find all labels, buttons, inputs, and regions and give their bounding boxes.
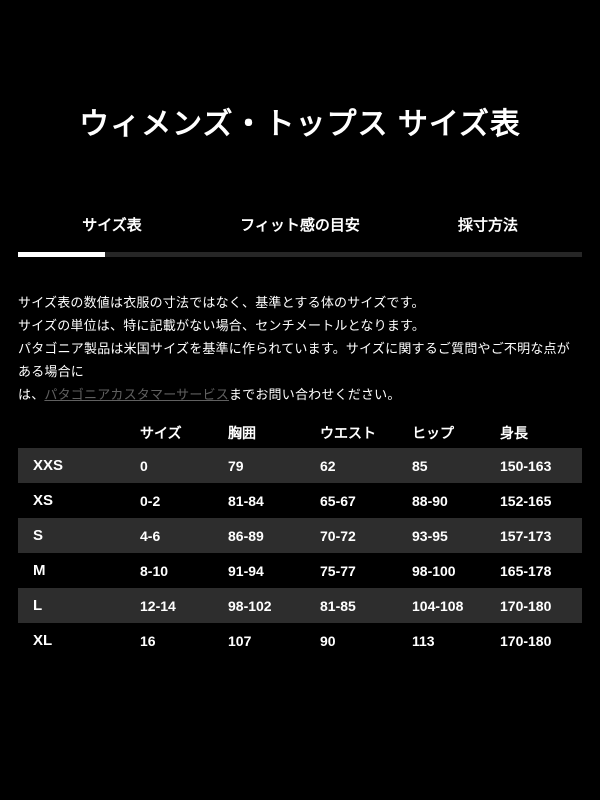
size-chart-content: ウィメンズ・トップス サイズ表 サイズ表 フィット感の目安 採寸方法 サイズ表の… [18,108,582,658]
table-row-xs: XS 0-2 81-84 65-67 88-90 152-165 [18,483,582,518]
header-cell-waist: ウエスト [320,425,376,441]
cell-hip: 93-95 [412,527,448,544]
row-label: L [33,597,43,614]
row-label: M [33,562,46,579]
size-table-header-row: サイズ 胸囲 ウエスト ヒップ 身長 [18,418,582,448]
tab-indicator-track [18,252,582,257]
header-cell-hip: ヒップ [412,425,454,441]
cell-hip: 85 [412,457,428,474]
cell-waist: 62 [320,457,336,474]
cell-size: 8-10 [140,562,169,579]
row-label: XXS [33,457,64,474]
cell-height: 157-173 [500,527,552,544]
cell-height: 150-163 [500,457,552,474]
table-row-s: S 4-6 86-89 70-72 93-95 157-173 [18,518,582,553]
table-row-m: M 8-10 91-94 75-77 98-100 165-178 [18,553,582,588]
note-line-1: サイズ表の数値は衣服の寸法ではなく、基準とする体のサイズです。 [18,295,425,310]
cell-waist: 65-67 [320,492,356,509]
note-line-4: は、パタゴニアカスタマーサービスまでお問い合わせください。 [18,383,582,406]
cell-chest: 107 [228,632,252,649]
table-row-xl: XL 16 107 90 113 170-180 [18,623,582,658]
cell-size: 0 [140,457,148,474]
cell-height: 152-165 [500,492,552,509]
cell-height: 165-178 [500,562,552,579]
cell-size: 16 [140,632,156,649]
tab-bar: サイズ表 フィット感の目安 採寸方法 [18,208,582,240]
tab-indicator-active [18,252,105,257]
cell-waist: 81-85 [320,597,356,614]
cell-waist: 70-72 [320,527,356,544]
cell-size: 12-14 [140,597,176,614]
cell-hip: 98-100 [412,562,456,579]
cell-chest: 81-84 [228,492,264,509]
tab-measuring-method[interactable]: 採寸方法 [457,216,518,234]
cell-chest: 91-94 [228,562,264,579]
note-line-3: パタゴニア製品は米国サイズを基準に作られています。サイズに関するご質問やご不明な… [18,341,570,379]
row-label: XS [33,492,54,509]
note-line-4-prefix: は、 [18,387,45,402]
cell-chest: 79 [228,457,244,474]
header-cell-height: 身長 [500,425,528,441]
page-title: ウィメンズ・トップス サイズ表 [79,108,521,141]
customer-service-link[interactable]: パタゴニアカスタマーサービス [44,387,229,402]
header-cell-chest: 胸囲 [228,425,256,441]
size-notes: サイズ表の数値は衣服の寸法ではなく、基準とする体のサイズです。 サイズの単位は、… [18,291,582,406]
cell-height: 170-180 [500,632,552,649]
table-row-l: L 12-14 98-102 81-85 104-108 170-180 [18,588,582,623]
cell-size: 4-6 [140,527,161,544]
cell-chest: 98-102 [228,597,272,614]
row-label: XL [33,632,53,649]
cell-size: 0-2 [140,492,161,509]
cell-chest: 86-89 [228,527,264,544]
tab-size-chart[interactable]: サイズ表 [82,216,142,234]
note-line-4-suffix: までお問い合わせください。 [228,387,401,402]
cell-hip: 88-90 [412,492,448,509]
header-cell-size: サイズ [140,425,182,441]
table-row-xxs: XXS 0 79 62 85 150-163 [18,448,582,483]
row-label: S [33,527,44,544]
cell-waist: 75-77 [320,562,356,579]
cell-hip: 104-108 [412,597,464,614]
tab-fit-guide[interactable]: フィット感の目安 [240,216,360,234]
cell-hip: 113 [412,632,435,649]
size-table: サイズ 胸囲 ウエスト ヒップ 身長 XXS 0 79 62 85 150-16… [18,418,582,658]
cell-waist: 90 [320,632,336,649]
cell-height: 170-180 [500,597,552,614]
note-line-2: サイズの単位は、特に記載がない場合、センチメートルとなります。 [18,318,426,333]
